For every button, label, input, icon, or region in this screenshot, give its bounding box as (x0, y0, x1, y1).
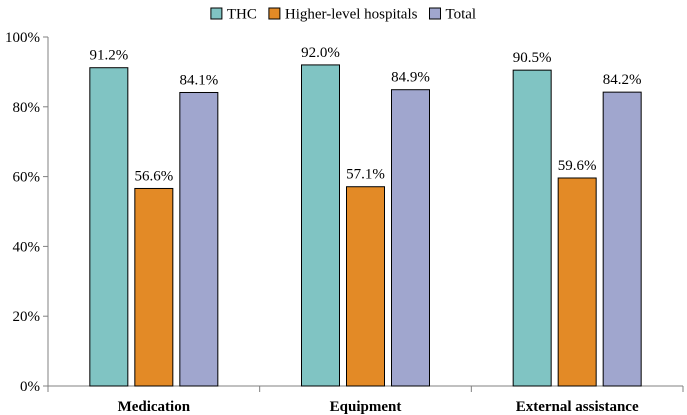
data-label-total-external-assistance: 84.2% (603, 72, 642, 88)
bar-higher-level-hospitals-medication (134, 187, 174, 387)
bar-thc-medication (89, 67, 129, 387)
data-label-thc-medication: 91.2% (89, 48, 128, 64)
bar-higher-level-hospitals-external-assistance (557, 177, 597, 387)
legend-label-thc: THC (227, 7, 257, 23)
category-label-medication: Medication (118, 399, 191, 415)
category-label-external-assistance: External assistance (516, 399, 639, 415)
bar-thc-external-assistance (512, 69, 552, 387)
x-axis: Medication Equipment External assistance (47, 385, 684, 415)
data-labels: 91.2% 56.6% 84.1% 92.0% 57.1% 84.9% 90.5% 59.6%… (89, 45, 641, 185)
y-tick-label: 60% (13, 170, 41, 186)
legend-swatch-total (428, 7, 441, 20)
y-axis: 0% 20% 40% 60% 80% 100% (5, 30, 49, 395)
y-tick-label: 100% (5, 30, 40, 46)
legend-swatch-thc (210, 7, 223, 20)
bars (89, 64, 642, 387)
bar-total-medication (179, 91, 219, 387)
y-tick-label: 80% (13, 100, 41, 116)
data-label-total-medication: 84.1% (179, 72, 218, 88)
bar-higher-level-hospitals-equipment (346, 186, 385, 387)
bar-total-external-assistance (602, 91, 642, 387)
y-tick-label: 0% (20, 379, 40, 395)
bar-total-equipment (391, 89, 430, 387)
data-label-higher-level-hospitals-medication: 56.6% (134, 168, 173, 184)
data-label-thc-external-assistance: 90.5% (513, 50, 552, 66)
legend-label-total: Total (445, 7, 476, 23)
data-label-higher-level-hospitals-equipment: 57.1% (346, 167, 385, 183)
bar-thc-equipment (301, 64, 340, 387)
legend-swatch-higher-level-hospitals (268, 7, 281, 20)
legend-label-higher-level-hospitals: Higher-level hospitals (285, 7, 418, 23)
data-label-thc-equipment: 92.0% (301, 45, 340, 61)
data-label-higher-level-hospitals-external-assistance: 59.6% (558, 158, 597, 174)
legend: THC Higher-level hospitals Total (210, 7, 476, 23)
data-label-total-equipment: 84.9% (391, 70, 430, 86)
y-tick-label: 20% (13, 309, 41, 325)
y-tick-label: 40% (13, 239, 41, 255)
category-label-equipment: Equipment (330, 399, 402, 415)
